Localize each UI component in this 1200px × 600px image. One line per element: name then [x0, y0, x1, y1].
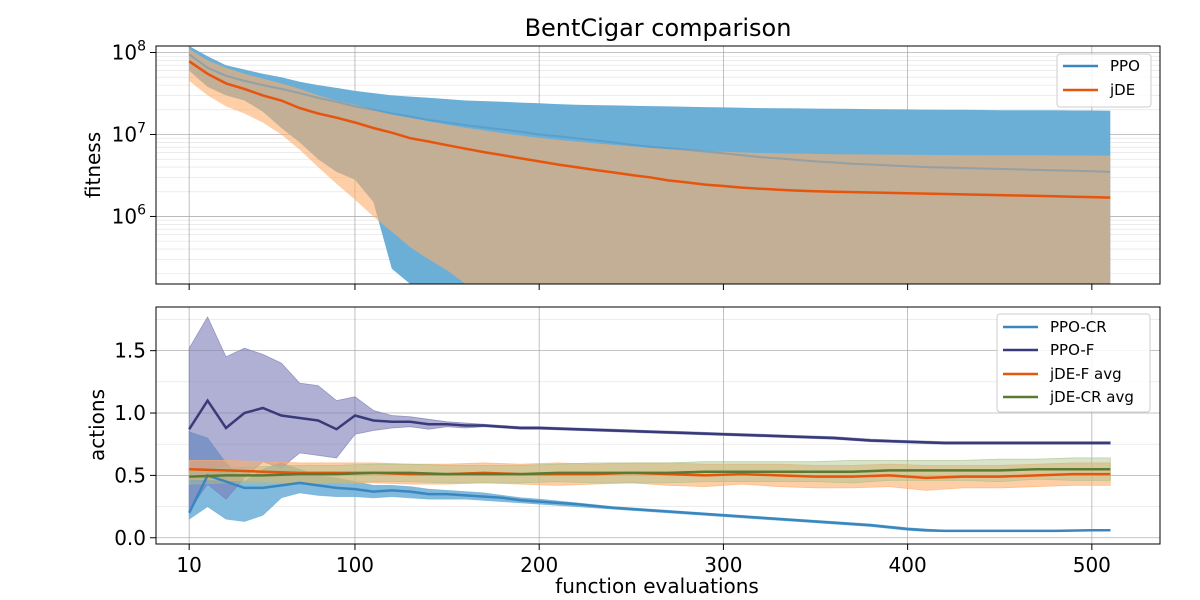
line-ppo — [188, 53, 1111, 173]
actions-plot-frame — [155, 306, 1161, 545]
legend-label-ppo-f: PPO-F — [1050, 341, 1094, 359]
legend-label-ppo-cr: PPO-CR — [1050, 318, 1107, 336]
fitness-plot-frame — [155, 45, 1161, 285]
fitness-y-tick-label: 107 — [112, 120, 146, 146]
actions-x-tick-label: 200 — [520, 553, 558, 577]
actions-legend-box — [996, 313, 1151, 413]
line-ppo-f — [188, 398, 1111, 445]
band-jde-cr-avg — [188, 457, 1111, 485]
actions-legend: PPO-CR PPO-F jDE-F avg jDE-CR avg — [996, 313, 1151, 413]
actions-y-tick-label: 0.5 — [114, 463, 146, 487]
actions-x-tick-label: 100 — [336, 553, 374, 577]
actions-x-tick-label: 300 — [704, 553, 742, 577]
actions-x-tick-label: 500 — [1073, 553, 1111, 577]
line-jde-cr-avg — [189, 467, 1111, 478]
chart-title: BentCigar comparison — [525, 14, 792, 42]
line-ppo-cr — [188, 473, 1111, 533]
fitness-legend: PPO jDE — [1056, 53, 1152, 108]
actions-y-axis-label: actions — [85, 389, 109, 461]
actions-x-ticks: 10 100 200 300 400 500 — [176, 544, 1111, 577]
legend-label-jde-cr-avg: jDE-CR avg — [1049, 388, 1134, 406]
actions-y-tick-label: 1.5 — [114, 339, 146, 363]
fitness-y-tick-label: 108 — [112, 38, 146, 64]
actions-y-tick-label: 1.0 — [114, 401, 146, 425]
x-axis-label: function evaluations — [555, 574, 759, 598]
fitness-y-tick-label: 106 — [112, 202, 146, 228]
fitness-lines — [188, 53, 1111, 199]
actions-y-ticks: 0.0 0.5 1.0 1.5 — [114, 339, 156, 550]
actions-x-tick-label: 400 — [889, 553, 927, 577]
fitness-panel: 106 107 108 fitness PPO jDE — [81, 38, 1161, 290]
band-jde — [189, 49, 1111, 284]
legend-label-jde-f-avg: jDE-F avg — [1049, 365, 1122, 383]
fitness-bands — [189, 46, 1111, 284]
line-jde — [188, 60, 1111, 199]
fitness-y-axis-label: fitness — [81, 132, 105, 198]
fitness-x-ticks — [188, 284, 1093, 290]
actions-panel: 0.0 0.5 1.0 1.5 10 100 200 300 400 500 actions f… — [85, 306, 1161, 598]
fitness-y-ticks: 106 107 108 — [112, 38, 156, 228]
legend-label-ppo: PPO — [1110, 57, 1140, 75]
legend-label-jde: jDE — [1109, 81, 1135, 99]
actions-x-tick-label: 10 — [176, 553, 201, 577]
actions-lines — [188, 398, 1111, 533]
actions-y-tick-label: 0.0 — [114, 526, 146, 550]
